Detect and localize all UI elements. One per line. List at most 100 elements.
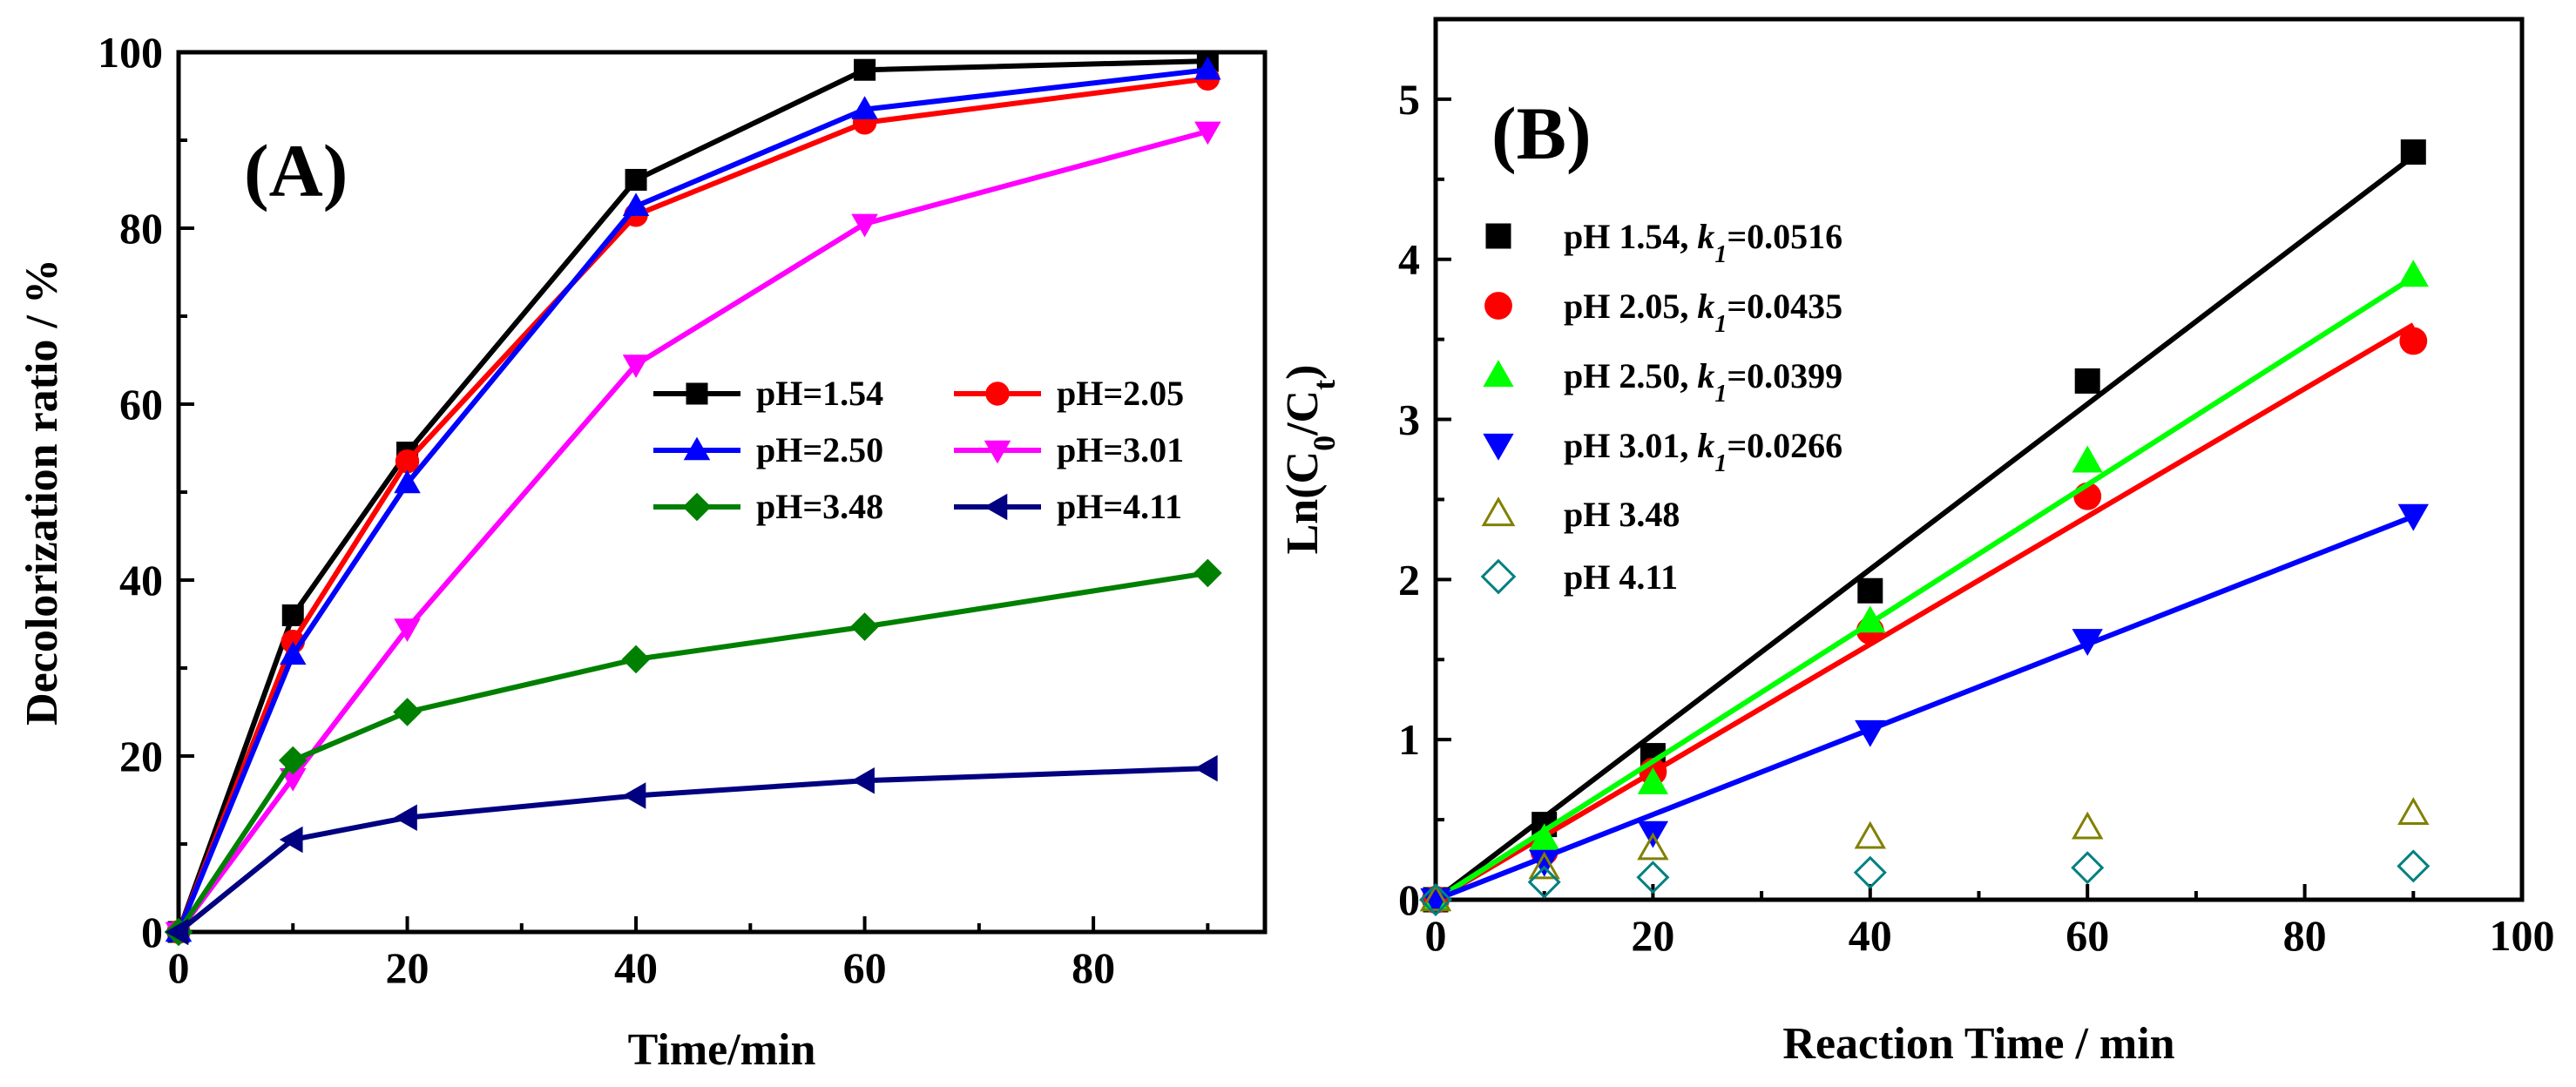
legend-item: pH=1.54 (653, 374, 883, 413)
legend-label: pH=4.11 (1057, 487, 1182, 526)
data-point (1855, 605, 1886, 633)
legend-label: pH 3.48 (1564, 495, 1680, 534)
legend-label-text: pH 4.11 (1564, 557, 1678, 597)
legend-label: pH=3.48 (756, 487, 883, 526)
legend-item: pH=4.11 (954, 487, 1182, 526)
legend-label: pH 2.50, k1=0.0399 (1564, 356, 1842, 408)
y-tick-label: 40 (119, 556, 163, 604)
legend-marker (686, 382, 708, 405)
x-tick-label: 0 (1425, 911, 1447, 960)
y-title-part: /C (1278, 390, 1328, 436)
y-axis-title: Ln(C0/Ct) (1278, 365, 1342, 555)
x-tick-label: 60 (2066, 911, 2109, 960)
data-point (2399, 327, 2428, 355)
series-line (176, 76, 1208, 934)
legend-k-symbol: k (1697, 217, 1714, 256)
data-point (2071, 851, 2105, 885)
series-line (176, 58, 1208, 934)
data-point (280, 641, 307, 665)
data-point (165, 918, 189, 946)
legend-k-value: =0.0399 (1727, 356, 1842, 395)
data-point (2400, 139, 2426, 165)
x-axis-title: Reaction Time / min (1782, 1019, 2174, 1069)
data-point (1637, 767, 1669, 794)
legend-item: pH=3.01 (954, 430, 1184, 469)
y-title-part: ) (1278, 365, 1328, 380)
data-point (1528, 851, 1560, 880)
y-axis-title: Decolorization ratio / % (17, 259, 67, 726)
series-pH 2.50, (1420, 260, 2429, 912)
panel-label: (B) (1491, 91, 1592, 175)
legend-item: pH=2.50 (653, 430, 883, 469)
data-point (851, 96, 878, 119)
series-pH 3.48 (1419, 797, 2430, 912)
data-point (622, 782, 646, 809)
legend-marker (1485, 223, 1511, 249)
series-line (176, 129, 1209, 934)
legend-label-text: pH 2.50, (1564, 356, 1697, 395)
chart-panel-a: 0 20 40 60 80 0 20 40 60 80 100 Time/min Decolorizat… (17, 28, 1268, 1075)
legend-k-subscript: 1 (1714, 381, 1727, 408)
data-point (2072, 445, 2103, 473)
legend-item: pH 2.50, k1=0.0399 (1483, 356, 1842, 408)
data-point (1529, 849, 1560, 877)
data-point (279, 826, 303, 854)
legend-item: pH 4.11 (1480, 557, 1678, 597)
series-pH 4.11 (1418, 849, 2431, 917)
legend-k-subscript: 1 (1714, 311, 1727, 338)
legend-item: pH 2.05, k1=0.0435 (1484, 287, 1842, 338)
data-point (1194, 56, 1221, 80)
data-point (395, 449, 420, 474)
x-tick-label: 80 (2283, 911, 2327, 960)
data-point (851, 213, 878, 238)
x-tick-label: 100 (2490, 911, 2555, 960)
series-pH=3.48 (164, 558, 1222, 947)
legend-marker (1480, 558, 1517, 595)
x-tick-label: 20 (1631, 911, 1674, 960)
data-point (2074, 368, 2100, 394)
data-point (1527, 865, 1561, 899)
y-title-part: Ln(C (1278, 451, 1328, 554)
legend-label-text: pH 2.05, (1564, 287, 1697, 326)
data-point (1529, 823, 1560, 851)
fit-line (1434, 274, 2415, 902)
data-point (1637, 832, 1669, 861)
y-tick-label: 0 (1398, 875, 1420, 924)
data-point (1193, 558, 1222, 588)
panel-label: (A) (244, 129, 348, 213)
legend-k-symbol: k (1697, 426, 1714, 465)
legend-k-value: =0.0435 (1727, 287, 1842, 326)
legend-marker (683, 436, 711, 461)
legend-label: pH=2.50 (756, 430, 883, 469)
data-point (2397, 849, 2431, 883)
data-point (1636, 861, 1670, 895)
data-point (851, 767, 875, 794)
data-point (2072, 811, 2104, 840)
data-point (622, 192, 650, 217)
series-pH=4.11 (165, 754, 1218, 946)
data-point (1419, 883, 1452, 912)
data-point (621, 645, 651, 674)
data-point (393, 698, 422, 726)
data-point (1855, 719, 1886, 747)
data-point (1193, 754, 1218, 782)
data-point (394, 469, 421, 494)
data-point (622, 354, 650, 378)
legend-label-text: pH 1.54, (1564, 217, 1697, 256)
series-pH 3.01, (1420, 503, 2429, 915)
data-point (2397, 503, 2429, 531)
y-tick-label: 4 (1398, 235, 1420, 284)
y-tick-label: 2 (1398, 555, 1420, 604)
y-tick-label: 3 (1398, 395, 1420, 444)
y-tick-label: 80 (119, 204, 163, 253)
data-point (2397, 797, 2430, 825)
legend-label-text: pH 3.48 (1564, 495, 1680, 534)
y-tick-label: 1 (1398, 715, 1420, 764)
legend: pH=1.54 pH=2.05 pH=2.50 pH=3.01 pH=3.48 pH=4.… (653, 374, 1184, 526)
legend-item: pH=3.48 (653, 487, 883, 526)
legend-marker (984, 440, 1011, 464)
legend-k-symbol: k (1697, 287, 1714, 326)
legend-marker (984, 493, 1008, 521)
